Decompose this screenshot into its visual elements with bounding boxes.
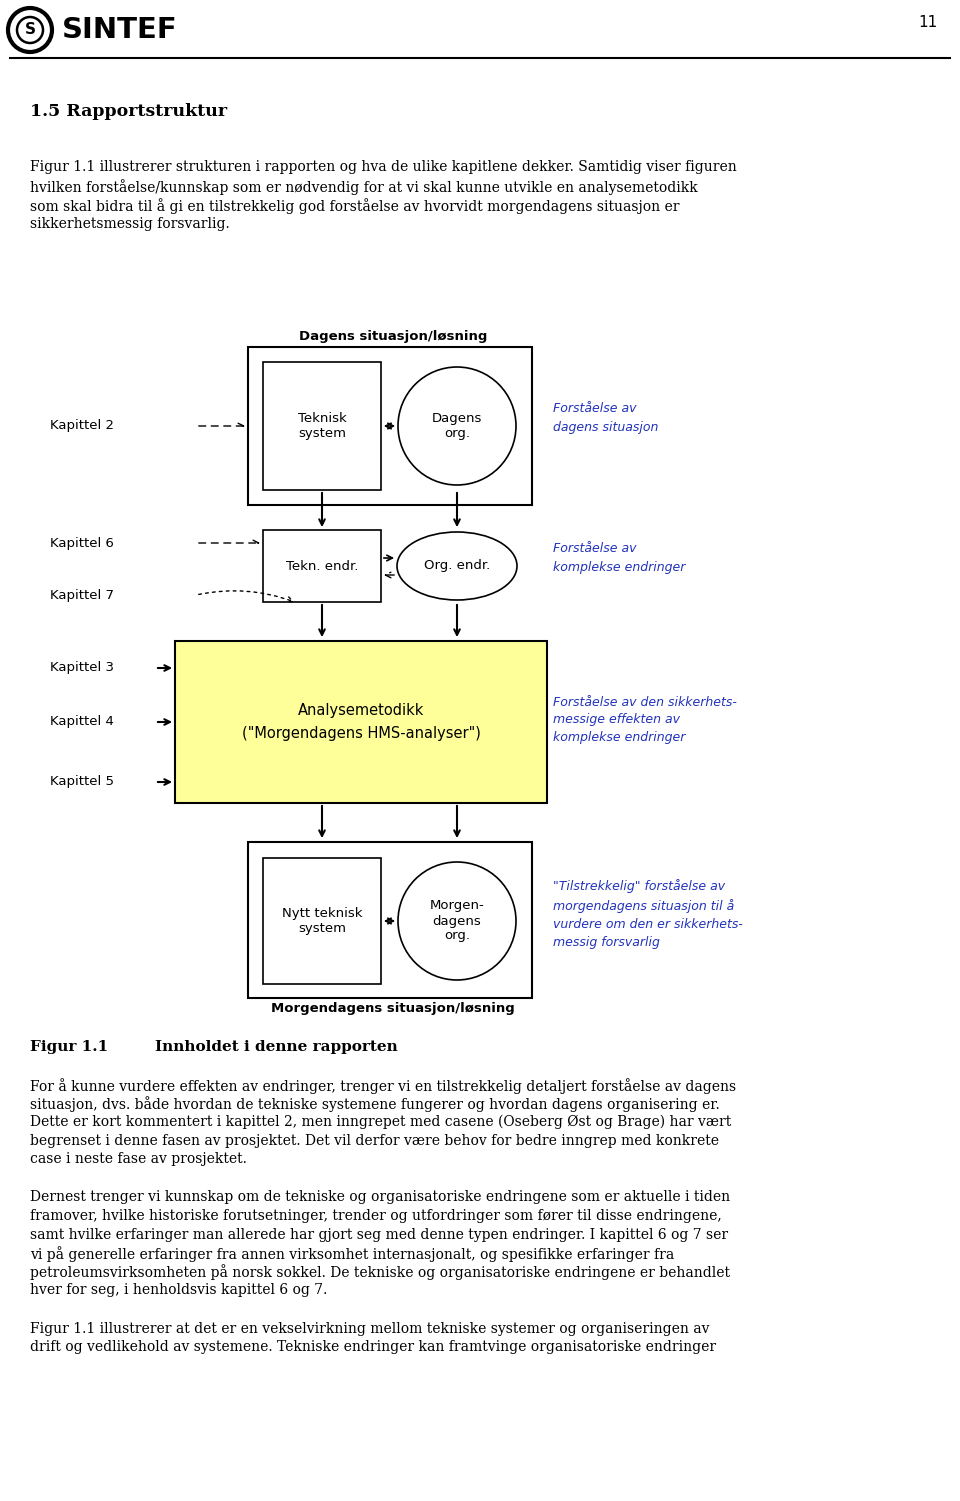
Bar [175, 641, 547, 803]
Text: Forståelse av
dagens situasjon: Forståelse av dagens situasjon [553, 402, 659, 434]
Text: hver for seg, i henholdsvis kapittel 6 og 7.: hver for seg, i henholdsvis kapittel 6 o… [30, 1283, 327, 1297]
Ellipse shape [397, 531, 517, 600]
Text: Dagens situasjon/løsning: Dagens situasjon/løsning [299, 330, 487, 344]
Bar [248, 842, 532, 998]
Text: Figur 1.1 illustrerer strukturen i rapporten og hva de ulike kapitlene dekker. S: Figur 1.1 illustrerer strukturen i rappo… [30, 161, 736, 174]
Text: vi på generelle erfaringer fra annen virksomhet internasjonalt, og spesifikke er: vi på generelle erfaringer fra annen vir… [30, 1246, 674, 1262]
Text: Figur 1.1 illustrerer at det er en vekselvirkning mellom tekniske systemer og or: Figur 1.1 illustrerer at det er en vekse… [30, 1321, 709, 1336]
Text: Kapittel 7: Kapittel 7 [50, 588, 114, 602]
Text: case i neste fase av prosjektet.: case i neste fase av prosjektet. [30, 1151, 247, 1166]
Text: hvilken forståelse/kunnskap som er nødvendig for at vi skal kunne utvikle en ana: hvilken forståelse/kunnskap som er nødve… [30, 179, 698, 195]
Text: "Tilstrekkelig" forståelse av
morgendagens situasjon til å
vurdere om den er sik: "Tilstrekkelig" forståelse av morgendage… [553, 880, 743, 949]
Text: begrenset i denne fasen av prosjektet. Det vil derfor være behov for bedre inngr: begrenset i denne fasen av prosjektet. D… [30, 1133, 719, 1147]
Text: Kapittel 5: Kapittel 5 [50, 776, 114, 788]
Bar [248, 347, 532, 504]
Text: framover, hvilke historiske forutsetninger, trender og utfordringer som fører ti: framover, hvilke historiske forutsetning… [30, 1208, 722, 1223]
Text: petroleumsvirksomheten på norsk sokkel. De tekniske og organisatoriske endringen: petroleumsvirksomheten på norsk sokkel. … [30, 1264, 730, 1280]
Text: Forståelse av den sikkerhets-
messige effekten av
komplekse endringer: Forståelse av den sikkerhets- messige ef… [553, 695, 737, 744]
Text: Dette er kort kommentert i kapittel 2, men inngrepet med casene (Oseberg Øst og : Dette er kort kommentert i kapittel 2, m… [30, 1115, 732, 1129]
Text: SINTEF: SINTEF [62, 17, 178, 44]
Text: Innholdet i denne rapporten: Innholdet i denne rapporten [155, 1040, 397, 1054]
Text: som skal bidra til å gi en tilstrekkelig god forståelse av hvorvidt morgendagens: som skal bidra til å gi en tilstrekkelig… [30, 198, 680, 213]
Text: Org. endr.: Org. endr. [424, 560, 491, 572]
Ellipse shape [398, 368, 516, 485]
Text: Kapittel 2: Kapittel 2 [50, 419, 114, 432]
Text: For å kunne vurdere effekten av endringer, trenger vi en tilstrekkelig detaljert: For å kunne vurdere effekten av endringe… [30, 1078, 736, 1094]
Text: 1.5 Rapportstruktur: 1.5 Rapportstruktur [30, 104, 228, 120]
Text: samt hvilke erfaringer man allerede har gjort seg med denne typen endringer. I k: samt hvilke erfaringer man allerede har … [30, 1228, 728, 1241]
Bar [263, 362, 381, 489]
Text: Figur 1.1: Figur 1.1 [30, 1040, 108, 1054]
Text: Kapittel 6: Kapittel 6 [50, 536, 114, 549]
Text: Morgen-
dagens
org.: Morgen- dagens org. [430, 899, 485, 943]
Bar [263, 530, 381, 602]
Text: Kapittel 4: Kapittel 4 [50, 716, 114, 728]
Text: Forståelse av
komplekse endringer: Forståelse av komplekse endringer [553, 542, 685, 573]
Text: Dernest trenger vi kunnskap om de tekniske og organisatoriske endringene som er : Dernest trenger vi kunnskap om de teknis… [30, 1190, 731, 1204]
Text: Nytt teknisk
system: Nytt teknisk system [281, 907, 362, 935]
Text: sikkerhetsmessig forsvarlig.: sikkerhetsmessig forsvarlig. [30, 218, 229, 231]
Text: Morgendagens situasjon/løsning: Morgendagens situasjon/løsning [271, 1003, 515, 1015]
Bar [263, 859, 381, 985]
Text: situasjon, dvs. både hvordan de tekniske systemene fungerer og hvordan dagens or: situasjon, dvs. både hvordan de tekniske… [30, 1097, 720, 1112]
Text: 11: 11 [919, 15, 938, 30]
Text: Tekn. endr.: Tekn. endr. [286, 560, 358, 572]
Text: Analysemetodikk
("Morgendagens HMS-analyser"): Analysemetodikk ("Morgendagens HMS-analy… [242, 704, 480, 740]
Text: Teknisk
system: Teknisk system [298, 411, 347, 440]
Text: drift og vedlikehold av systemene. Tekniske endringer kan framtvinge organisator: drift og vedlikehold av systemene. Tekni… [30, 1340, 716, 1354]
Ellipse shape [398, 862, 516, 980]
Text: Dagens
org.: Dagens org. [432, 411, 482, 440]
Text: Kapittel 3: Kapittel 3 [50, 662, 114, 674]
Text: S: S [25, 23, 36, 38]
